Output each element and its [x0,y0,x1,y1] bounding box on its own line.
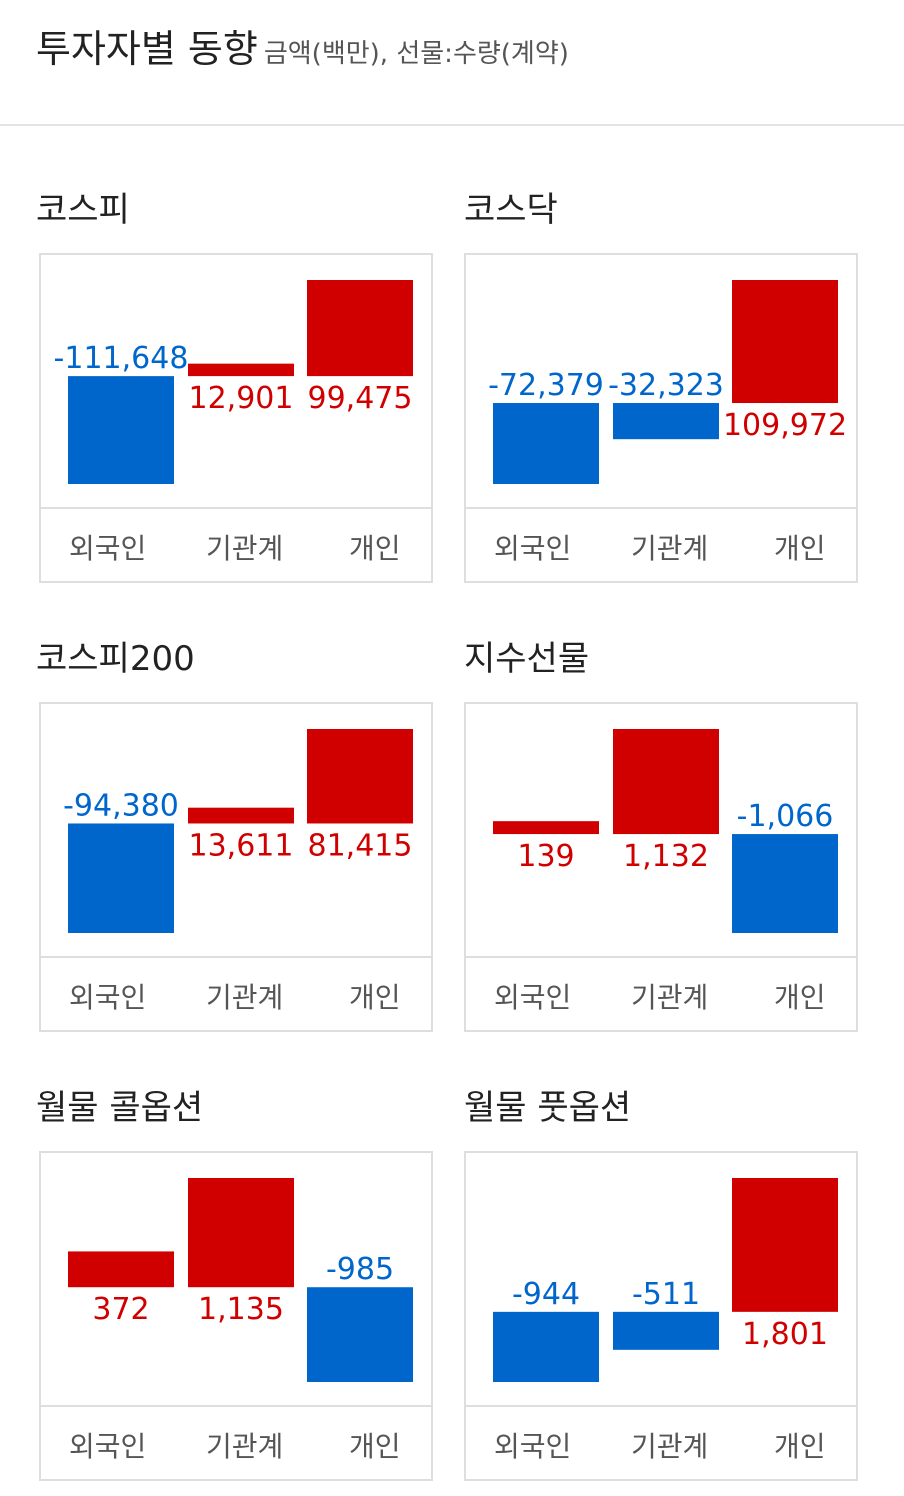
bar-individual [307,1287,413,1382]
page-title-text: 투자자별 동향 [36,27,258,71]
data-label-foreign: -72,379 [488,368,604,403]
data-label-foreign: 139 [517,839,574,874]
chart-plot-index-futures: 139 1,132 -1,066 [493,729,838,933]
data-label-institution: 1,135 [198,1292,284,1327]
bar-individual [732,1178,838,1312]
section-title-index-futures: 지수선물 [464,639,590,679]
chart-plot-kosdaq: -72,379 -32,323 109,972 [488,280,847,484]
page-subtitle: 금액(백만), 선물:수량(계약) [263,39,569,69]
header: 투자자별 동향 금액(백만), 선물:수량(계약) [0,0,904,126]
chart-panel-kosdaq: -72,379 -32,323 109,972 외국인 기관계 개인 [464,253,858,583]
bar-foreign [493,403,599,484]
section-title-put-options: 월물 풋옵션 [464,1088,632,1128]
legend-label-institution: 기관계 [631,981,709,1014]
legend-put-options: 외국인 기관계 개인 [466,1405,856,1479]
legend-label-foreign: 외국인 [69,981,147,1014]
bar-individual [732,280,838,404]
chart-plot-kospi200: -94,380 13,611 81,415 [63,729,413,933]
bar-foreign [493,821,599,835]
legend-kospi: 외국인 기관계 개인 [41,507,431,581]
legend-kospi200: 외국인 기관계 개인 [41,956,431,1030]
legend-label-individual: 개인 [774,1430,826,1463]
chart-panel-call-options: 372 1,135 -985 외국인 기관계 개인 [39,1151,433,1481]
legend-label-individual: 개인 [774,532,826,565]
bar-foreign [68,823,174,933]
bar-institution [613,729,719,835]
legend-call-options: 외국인 기관계 개인 [41,1405,431,1479]
legend-label-foreign: 외국인 [494,1430,572,1463]
bar-institution [613,1311,719,1350]
legend-label-foreign: 외국인 [69,532,147,565]
chart-panel-kospi: -111,648 12,901 99,475 외국인 기관계 개인 [39,253,433,583]
bar-individual [307,729,413,824]
bar-institution [188,1178,294,1288]
data-label-institution: -32,323 [608,368,724,403]
data-label-individual: 1,801 [742,1317,828,1352]
chart-panel-kospi200: -94,380 13,611 81,415 외국인 기관계 개인 [39,702,433,1032]
data-label-individual: 109,972 [723,408,847,443]
data-label-individual: -1,066 [737,799,834,834]
bar-individual [307,280,413,377]
data-label-foreign: -944 [512,1277,580,1312]
legend-label-individual: 개인 [349,1430,401,1463]
legend-kosdaq: 외국인 기관계 개인 [466,507,856,581]
page-title: 투자자별 동향 금액(백만), 선물:수량(계약) [36,18,569,73]
bar-institution [613,403,719,440]
legend-label-foreign: 외국인 [69,1430,147,1463]
bar-foreign [68,1251,174,1288]
legend-label-individual: 개인 [349,981,401,1014]
legend-index-futures: 외국인 기관계 개인 [466,956,856,1030]
section-title-kospi200: 코스피200 [36,639,195,679]
chart-panel-index-futures: 139 1,132 -1,066 외국인 기관계 개인 [464,702,858,1032]
bar-foreign [493,1311,599,1382]
legend-label-institution: 기관계 [206,532,284,565]
legend-label-foreign: 외국인 [494,981,572,1014]
legend-label-foreign: 외국인 [494,532,572,565]
data-label-foreign: 372 [92,1292,149,1327]
section-title-kospi: 코스피 [36,190,130,230]
data-label-institution: 1,132 [623,839,709,874]
legend-label-individual: 개인 [774,981,826,1014]
data-label-individual: -985 [326,1252,394,1287]
data-label-institution: 12,901 [189,381,294,416]
chart-panel-put-options: -944 -511 1,801 외국인 기관계 개인 [464,1151,858,1481]
data-label-foreign: -111,648 [54,341,189,376]
data-label-individual: 99,475 [308,381,413,416]
bar-individual [732,834,838,933]
data-label-individual: 81,415 [308,828,413,863]
chart-plot-call-options: 372 1,135 -985 [68,1178,413,1382]
bar-institution [188,807,294,824]
chart-plot-put-options: -944 -511 1,801 [493,1178,838,1382]
legend-label-institution: 기관계 [206,1430,284,1463]
data-label-institution: 13,611 [189,828,294,863]
legend-label-individual: 개인 [349,532,401,565]
legend-label-institution: 기관계 [206,981,284,1014]
bar-institution [188,363,294,377]
data-label-institution: -511 [632,1277,700,1312]
data-label-foreign: -94,380 [63,788,179,823]
bar-foreign [68,376,174,484]
legend-label-institution: 기관계 [631,532,709,565]
section-title-call-options: 월물 콜옵션 [36,1088,204,1128]
legend-label-institution: 기관계 [631,1430,709,1463]
section-title-kosdaq: 코스닥 [464,190,558,230]
